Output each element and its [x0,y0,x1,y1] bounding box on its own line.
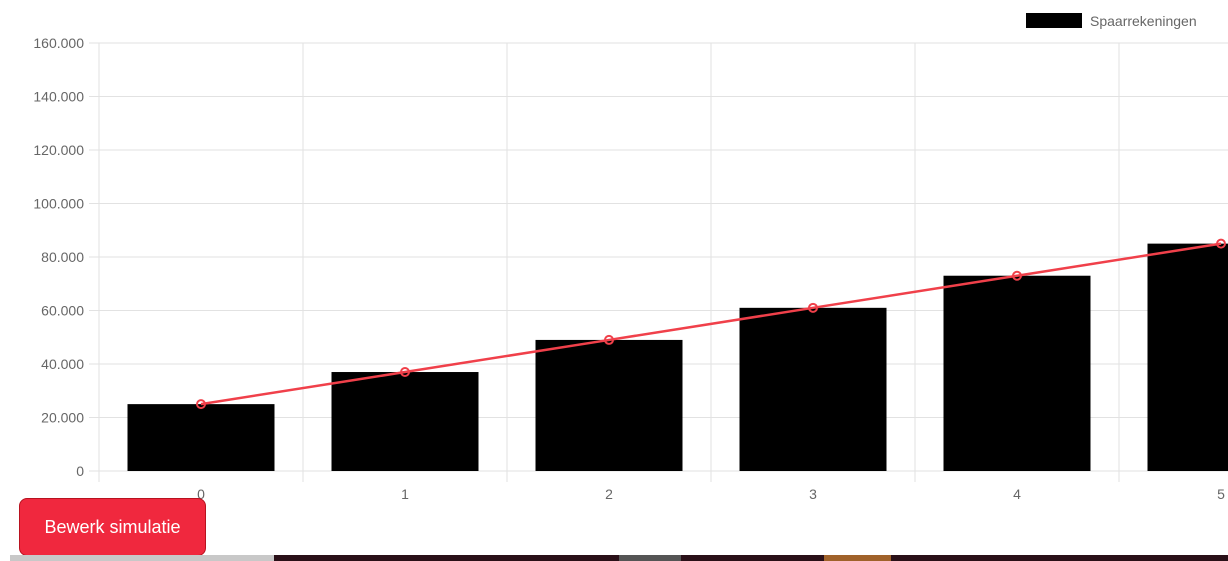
bar[interactable] [739,307,887,471]
line-point[interactable] [604,334,614,345]
x-tick-label: 4 [1013,486,1021,502]
bar[interactable] [1147,243,1228,471]
line-point[interactable] [400,367,410,378]
bar-series [127,243,1228,471]
x-tick-label: 3 [809,486,817,502]
y-tick-label: 80.000 [41,249,84,265]
line-point[interactable] [808,302,818,313]
bar[interactable] [943,275,1091,471]
bar[interactable] [127,404,275,471]
legend-label[interactable]: Spaarrekeningen [1090,13,1197,29]
series-line [200,242,1222,406]
x-tick-label: 2 [605,486,613,502]
y-tick-label: 60.000 [41,303,84,319]
bottom-strip [0,555,1228,561]
x-tick-label: 0 [197,486,205,502]
y-tick-label: 160.000 [33,35,84,51]
grid-lines [89,42,1228,482]
line-series [196,238,1226,410]
bar[interactable] [331,372,479,471]
y-tick-label: 40.000 [41,356,84,372]
x-tick-label: 1 [401,486,409,502]
y-tick-label: 20.000 [41,410,84,426]
y-tick-label: 140.000 [33,89,84,105]
bar[interactable] [535,339,683,471]
legend-swatch[interactable] [1026,13,1082,28]
y-tick-label: 100.000 [33,196,84,212]
x-axis-ticks: 0 1 2 3 4 5 [197,486,1225,502]
line-point[interactable] [1012,270,1022,281]
line-point[interactable] [196,399,206,410]
edit-simulation-button[interactable]: Bewerk simulatie [19,498,206,556]
y-axis-ticks: 0 20.000 40.000 60.000 80.000 100.000 120.000 1… [33,35,84,479]
line-point[interactable] [1216,238,1226,249]
legend[interactable]: Spaarrekeningen [1026,13,1197,29]
y-tick-label: 120.000 [33,142,84,158]
x-tick-label: 5 [1217,486,1225,502]
y-tick-label: 0 [76,463,84,479]
